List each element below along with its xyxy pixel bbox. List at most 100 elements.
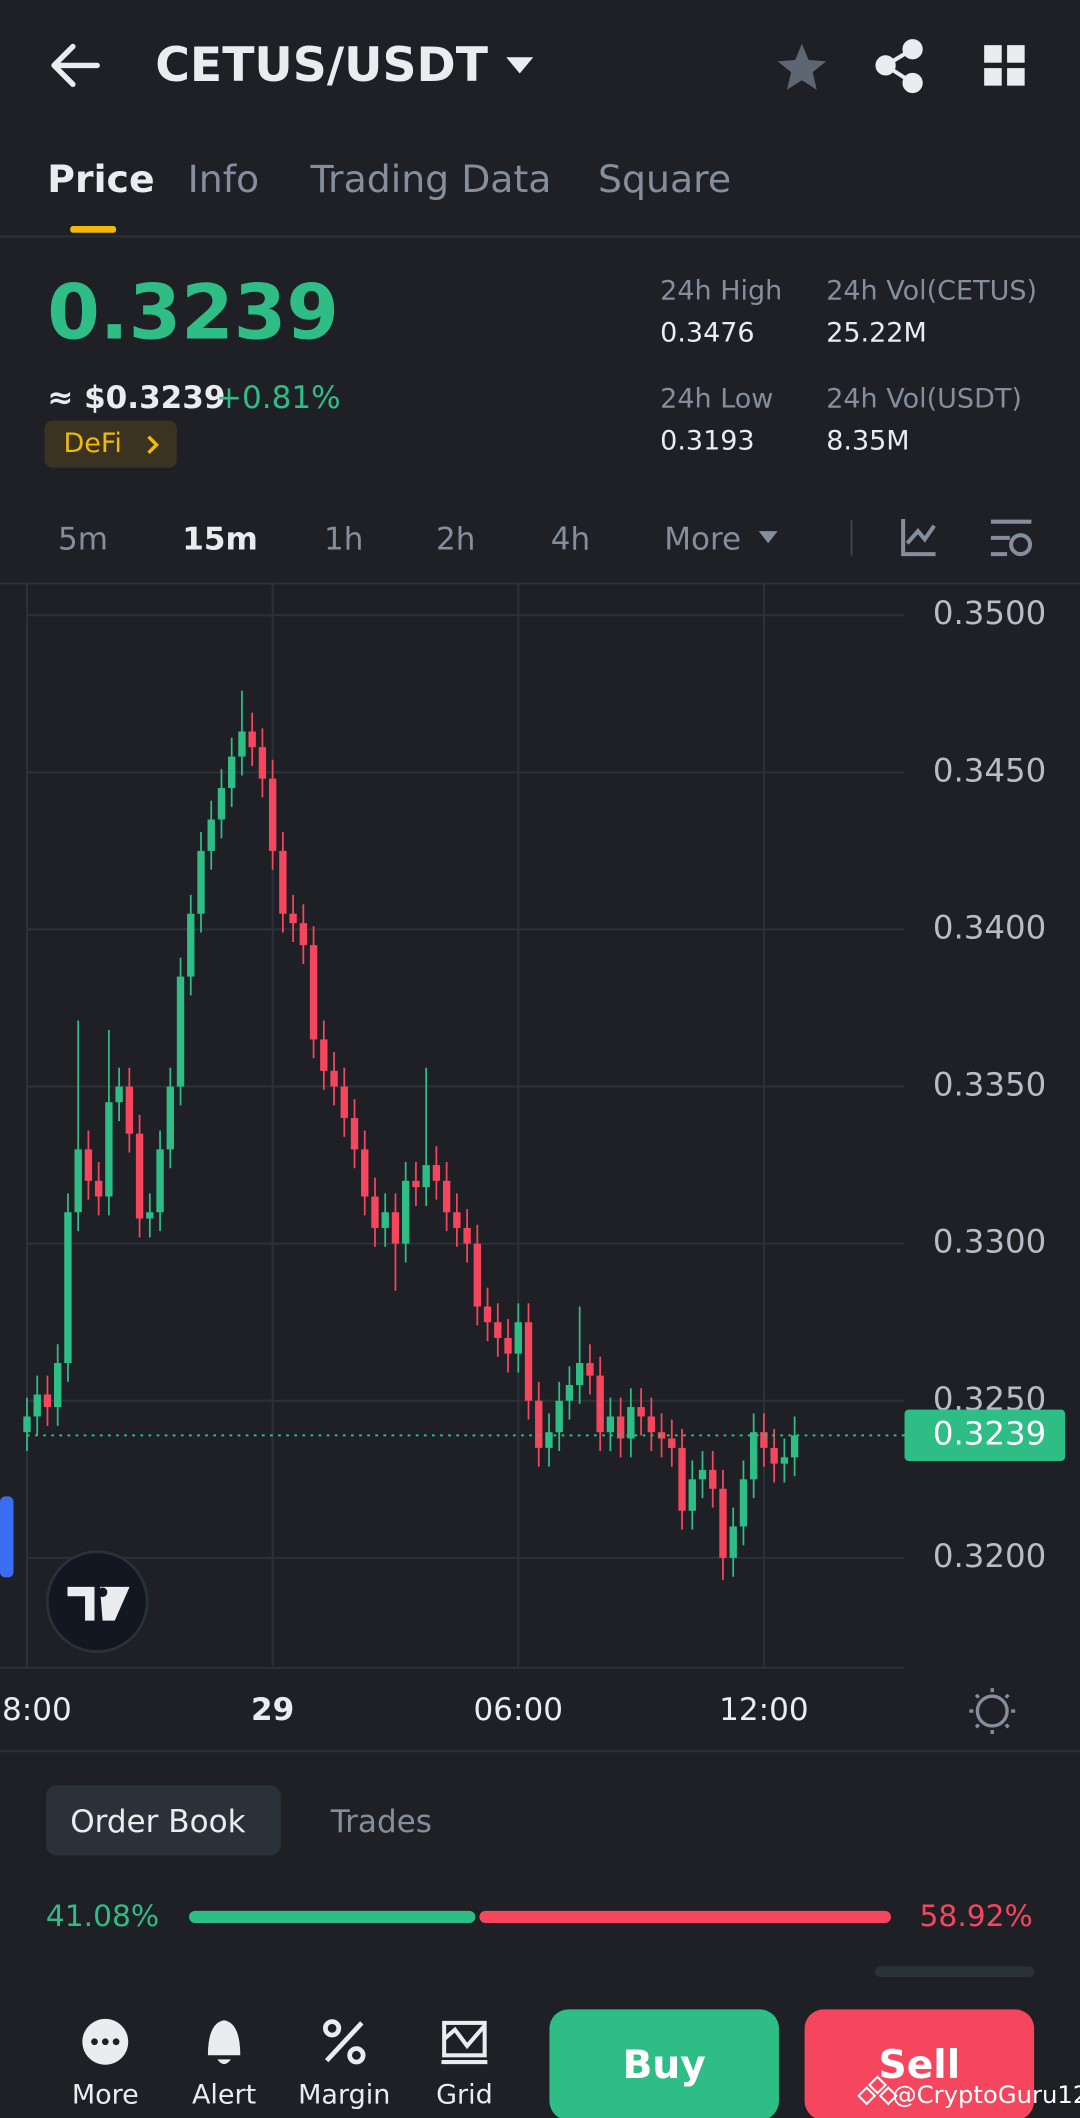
favorite-icon[interactable] [777, 43, 827, 90]
sell-ratio-bar [479, 1910, 891, 1923]
share-icon[interactable] [875, 39, 923, 94]
candle-body [94, 1180, 103, 1197]
candle-body [309, 945, 318, 1040]
tag-chip[interactable] [44, 420, 177, 468]
candle-body [575, 1363, 584, 1386]
margin-icon[interactable] [322, 2019, 366, 2065]
interval[interactable]: More [664, 522, 741, 558]
candle-body [340, 1086, 348, 1118]
tab[interactable]: Info [188, 157, 260, 201]
buy-button[interactable] [549, 2009, 779, 2118]
candle-body [64, 1212, 72, 1364]
candle-body [729, 1526, 737, 1558]
candle-body [156, 1149, 164, 1213]
tab[interactable]: Price [47, 157, 154, 201]
last-price: 0.3239 [47, 268, 339, 356]
candle-body [371, 1196, 379, 1228]
interval[interactable]: 2h [436, 522, 475, 558]
stat-value: 8.35M [826, 426, 909, 457]
tag-label[interactable]: DeFi [63, 428, 121, 459]
candle-body [105, 1102, 113, 1197]
more-icon[interactable] [82, 2018, 129, 2065]
x-tick-label: 12:00 [719, 1692, 808, 1728]
sell-label[interactable]: Sell [879, 2043, 961, 2088]
tradingview-badge[interactable] [45, 1550, 149, 1653]
candle-body [770, 1447, 778, 1464]
candle-body [279, 850, 287, 914]
stat-value: 0.3476 [660, 318, 754, 349]
last-price-label: 0.3239 [933, 1414, 1046, 1452]
order-book-tab-bg[interactable] [45, 1785, 281, 1856]
tab[interactable]: Square [598, 157, 731, 201]
candle-body [23, 1416, 31, 1433]
candle-body [555, 1400, 563, 1433]
interval[interactable]: 5m [58, 522, 108, 558]
interval[interactable]: 1h [324, 522, 363, 558]
pair-dropdown[interactable] [506, 57, 534, 74]
candle-body [688, 1479, 696, 1511]
last-price-box [904, 1409, 1066, 1461]
candle-body [248, 731, 256, 748]
candle-body [238, 731, 246, 757]
interval[interactable]: 15m [182, 522, 258, 558]
candle-body [299, 923, 308, 946]
candle-body [320, 1039, 328, 1071]
tradingview-logo [67, 1586, 130, 1621]
candle-body [432, 1165, 441, 1181]
candle-body [709, 1469, 717, 1489]
candle-body [268, 778, 277, 851]
grid-icon[interactable] [441, 2020, 488, 2065]
layout-icon[interactable] [984, 45, 1025, 86]
candles [23, 690, 799, 1580]
y-tick-label: 0.3450 [933, 751, 1046, 789]
price-chart[interactable]: 0.32000.32500.33000.33500.34000.34500.35… [0, 583, 1066, 1728]
back-button[interactable] [51, 43, 100, 88]
interval[interactable]: 4h [551, 522, 590, 558]
candle-body [361, 1149, 369, 1197]
candle-body [54, 1363, 62, 1408]
alert-icon[interactable] [207, 2020, 241, 2065]
order-book-tab[interactable]: Order Book [70, 1804, 245, 1840]
time-settings-icon[interactable] [969, 1688, 1016, 1734]
x-tick-label: 06:00 [474, 1692, 563, 1728]
tab-indicator [70, 226, 117, 233]
sell-button[interactable] [804, 2009, 1035, 2118]
buy-label[interactable]: Buy [623, 2043, 706, 2088]
candle-body [637, 1407, 645, 1417]
depth-selector [874, 1966, 1035, 1977]
stat-label: 24h High [660, 276, 782, 307]
side-drawer-handle[interactable] [0, 1496, 14, 1578]
chart-settings-icon[interactable] [990, 519, 1033, 557]
candle-body [627, 1407, 635, 1439]
nav-label[interactable]: Alert [192, 2079, 256, 2110]
stat-value: 0.3193 [660, 426, 754, 457]
x-tick-label: 18:00 [0, 1692, 72, 1728]
candle-body [84, 1149, 93, 1181]
watermark: @CryptoGuru12 [892, 2080, 1080, 2109]
candle-body [780, 1457, 789, 1464]
candle-body [391, 1212, 400, 1244]
indicator-icon[interactable] [901, 519, 936, 557]
divider [850, 520, 853, 556]
candle-body [535, 1400, 543, 1448]
candle-body [350, 1117, 359, 1150]
candle-body [33, 1394, 41, 1417]
candle-body [647, 1416, 656, 1433]
candle-body [657, 1432, 666, 1439]
nav-label[interactable]: Margin [298, 2079, 390, 2110]
candle-body [422, 1165, 430, 1188]
y-tick-label: 0.3400 [933, 908, 1046, 946]
tab[interactable]: Trading Data [309, 157, 551, 201]
pair-title[interactable]: CETUS/USDT [155, 38, 488, 93]
candle-body [402, 1180, 410, 1244]
stat-label: 24h Vol(USDT) [826, 384, 1022, 415]
candle-body [115, 1086, 123, 1103]
candle-body [412, 1180, 420, 1188]
candle-body [463, 1227, 471, 1244]
nav-label[interactable]: More [72, 2079, 139, 2110]
candle-body [176, 976, 185, 1087]
nav-label[interactable]: Grid [436, 2079, 493, 2110]
y-tick-label: 0.3500 [933, 594, 1046, 632]
trades-tab[interactable]: Trades [330, 1804, 432, 1840]
